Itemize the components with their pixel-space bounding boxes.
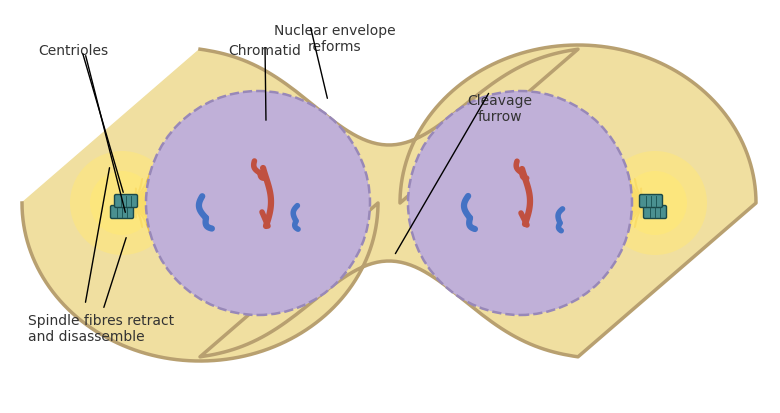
- FancyBboxPatch shape: [644, 206, 666, 219]
- Text: Spindle fibres retract
and disassemble: Spindle fibres retract and disassemble: [28, 313, 174, 343]
- Ellipse shape: [90, 171, 154, 235]
- Ellipse shape: [146, 92, 370, 315]
- Polygon shape: [22, 46, 756, 361]
- FancyBboxPatch shape: [115, 195, 137, 208]
- Ellipse shape: [408, 92, 632, 315]
- Ellipse shape: [70, 152, 174, 255]
- Ellipse shape: [623, 171, 687, 235]
- FancyBboxPatch shape: [111, 206, 133, 219]
- FancyBboxPatch shape: [640, 195, 662, 208]
- Text: Nuclear envelope
reforms: Nuclear envelope reforms: [275, 24, 395, 54]
- Ellipse shape: [603, 152, 707, 255]
- Text: Centrioles: Centrioles: [38, 44, 108, 58]
- Text: Cleavage
furrow: Cleavage furrow: [467, 94, 533, 124]
- Text: Chromatid: Chromatid: [229, 44, 301, 58]
